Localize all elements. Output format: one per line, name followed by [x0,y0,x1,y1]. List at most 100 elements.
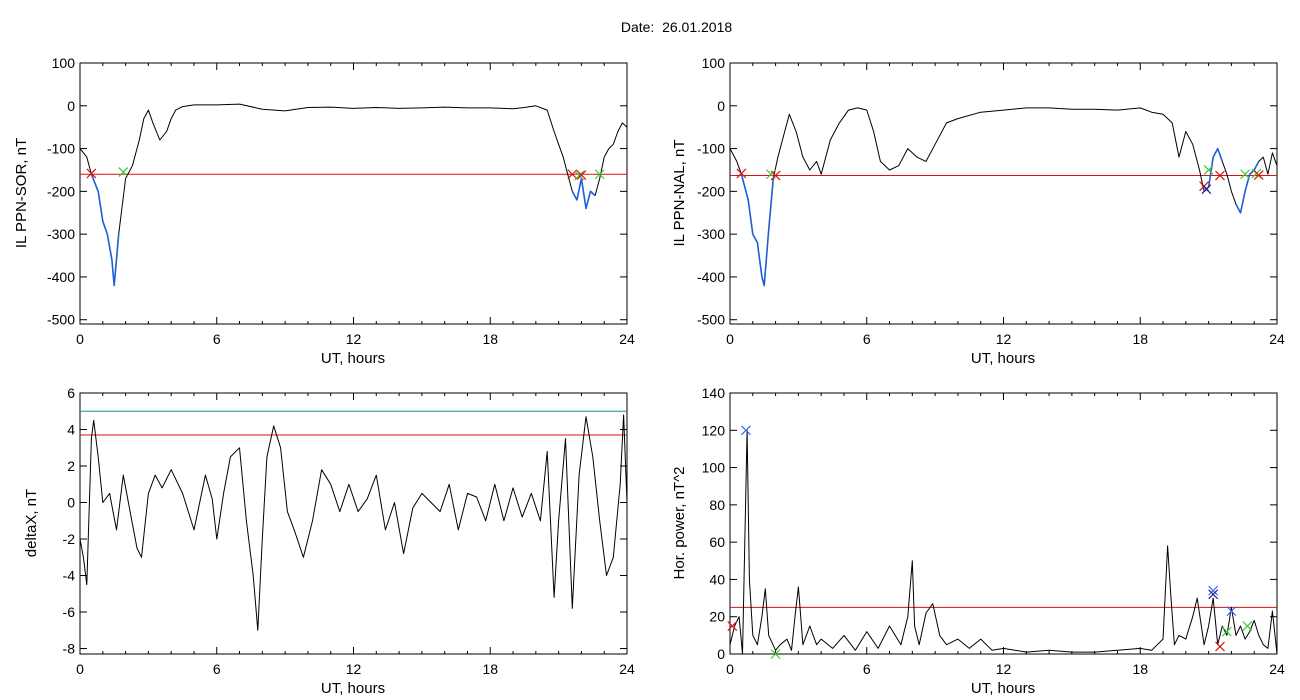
marker-ppn-sor-1 [118,167,129,178]
marker-hor-power-4 [1208,589,1219,600]
ytick-label-ppn-nal-2: -100 [697,141,725,157]
series-line-ppn-sor-0 [79,103,628,286]
ylabel-ppn-nal: IL PPN-NAL, nT [671,140,688,247]
highlight-segment-ppn-nal-1 [1203,147,1224,192]
marker-stroke-b [766,169,776,180]
ytick-label-ppn-sor-4: -300 [47,226,75,242]
xtick-label-hor-power-2: 12 [996,661,1012,677]
xtick-label-ppn-nal-2: 12 [996,331,1012,347]
xtick-label-hor-power-0: 0 [726,661,734,677]
marker-hor-power-3 [1208,585,1219,596]
frame-ppn-nal [729,62,1278,325]
xtick-label-deltax-1: 6 [213,661,221,677]
ytick-label-ppn-sor-2: -100 [47,141,75,157]
xtick-label-deltax-4: 24 [619,661,635,677]
marker-ppn-sor-5 [594,169,605,180]
ytick-label-ppn-sor-6: -500 [47,312,75,328]
marker-stroke-b [1221,626,1232,637]
ytick-label-ppn-nal-3: -200 [697,183,725,199]
ytick-label-deltax-5: -4 [63,568,76,584]
marker-stroke-b [770,170,781,181]
marker-stroke-b [1242,621,1253,631]
xtick-label-hor-power-4: 24 [1269,661,1285,677]
marker-stroke-b [118,167,129,178]
xtick-label-ppn-nal-3: 18 [1132,331,1148,347]
xtick-label-ppn-sor-0: 0 [76,331,84,347]
marker-ppn-sor-3 [574,170,585,181]
marker-ppn-sor-4 [576,170,587,181]
xtick-label-hor-power-3: 18 [1132,661,1148,677]
ytick-label-ppn-sor-1: 0 [67,98,75,114]
panel-ppn-nal: UT, hours IL PPN-NAL, nT 0 6 12 18 24 100 0 -10… [671,55,1285,367]
xtick-label-deltax-2: 12 [346,661,362,677]
highlight-segment-ppn-sor-0 [90,173,120,287]
xtick-label-hor-power-1: 6 [863,661,871,677]
frame-hor-power [729,392,1278,655]
marker-stroke-b [86,168,97,179]
ytick-label-ppn-nal-5: -400 [697,269,725,285]
ytick-label-ppn-nal-4: -300 [697,226,725,242]
ytick-label-hor-power-3: 80 [709,497,725,513]
ytick-label-hor-power-1: 120 [702,422,726,438]
ytick-label-hor-power-4: 60 [709,534,725,550]
marker-hor-power-6 [1221,626,1232,637]
ytick-label-deltax-4: -2 [63,531,76,547]
ytick-label-hor-power-5: 40 [709,571,725,587]
marker-hor-power-1 [741,425,751,436]
series-line-hor-power-0 [729,429,1278,655]
marker-ppn-nal-0 [736,168,747,179]
panel-hor-power: UT, hours Hor. power, nT^2 0 6 12 18 24 140 12… [671,385,1285,697]
ytick-label-hor-power-0: 140 [702,385,726,401]
marker-ppn-sor-0 [86,168,97,179]
frame-deltax [79,392,628,655]
marker-stroke-b [1240,169,1251,180]
frame-ppn-sor [79,62,628,325]
series-line-deltax-0 [79,414,628,631]
ytick-label-hor-power-6: 20 [709,609,725,625]
marker-stroke-b [1226,606,1237,617]
marker-ppn-nal-4 [1201,184,1212,195]
ylabel-hor-power: Hor. power, nT^2 [671,467,688,580]
ylabel-ppn-sor: IL PPN-SOR, nT [13,138,30,248]
series-line-ppn-nal-0 [729,107,1278,286]
marker-stroke-b [594,169,605,180]
ytick-label-hor-power-7: 0 [717,646,725,662]
marker-hor-power-8 [1242,621,1253,631]
ytick-label-ppn-nal-6: -500 [697,312,725,328]
marker-stroke-b [574,170,585,181]
xtick-label-ppn-nal-4: 24 [1269,331,1285,347]
ytick-label-deltax-1: 4 [67,422,75,438]
marker-ppn-nal-6 [1215,170,1225,181]
ytick-label-ppn-nal-0: 100 [702,55,726,71]
ytick-label-deltax-0: 6 [67,385,75,401]
ytick-label-ppn-nal-1: 0 [717,98,725,114]
marker-hor-power-5 [1215,641,1225,652]
ytick-label-deltax-7: -8 [63,641,76,657]
marker-stroke-b [1215,170,1225,181]
xlabel-deltax: UT, hours [321,680,385,697]
marker-hor-power-0 [727,621,738,631]
marker-ppn-nal-7 [1240,169,1251,180]
marker-stroke-b [770,649,781,659]
marker-stroke-b [1215,641,1225,652]
xlabel-ppn-nal: UT, hours [971,350,1035,367]
xtick-label-ppn-sor-1: 6 [213,331,221,347]
xtick-label-ppn-sor-3: 18 [482,331,498,347]
marker-ppn-nal-2 [770,170,781,181]
ytick-label-ppn-sor-5: -400 [47,269,75,285]
ytick-label-ppn-sor-0: 100 [52,55,76,71]
ytick-label-hor-power-2: 100 [702,460,726,476]
panel-deltax: UT, hours deltaX, nT 0 6 12 18 24 6 4 2 0 -2 -4 -6 -… [23,385,635,697]
xtick-label-ppn-nal-0: 0 [726,331,734,347]
xtick-label-ppn-nal-1: 6 [863,331,871,347]
page-title: Date: 26.01.2018 [0,19,1300,35]
highlight-segment-ppn-nal-0 [740,173,775,287]
xlabel-hor-power: UT, hours [971,680,1035,697]
marker-hor-power-7 [1226,606,1237,617]
ytick-label-ppn-sor-3: -200 [47,183,75,199]
ytick-label-deltax-2: 2 [67,458,75,474]
marker-stroke-b [736,168,747,179]
xtick-label-deltax-0: 0 [76,661,84,677]
marker-stroke-b [727,621,738,631]
